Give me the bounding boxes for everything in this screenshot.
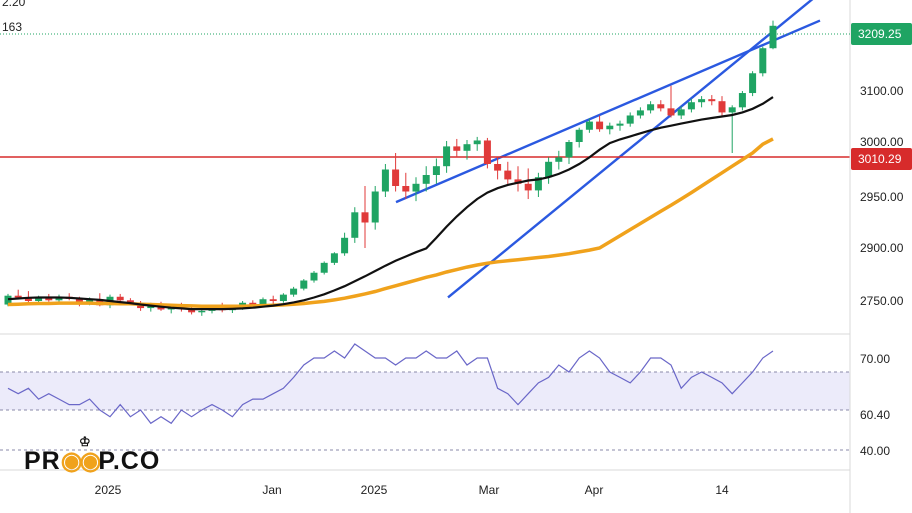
candle-body	[116, 296, 124, 301]
candle-body	[698, 99, 706, 103]
candle-body	[412, 183, 420, 192]
channel-upper-line	[395, 19, 821, 204]
candle-body	[596, 121, 604, 130]
candle-body	[351, 212, 359, 238]
candle-body	[4, 295, 12, 305]
price-tick-label: 2900.00	[860, 241, 904, 255]
trend-channel	[395, 0, 821, 299]
rsi-levels	[0, 371, 850, 451]
time-tick-label: 2025	[95, 483, 122, 497]
logo-text-left: PR	[24, 447, 61, 475]
rsi-line	[7, 343, 774, 425]
candle-body	[565, 142, 573, 158]
candle-body	[402, 186, 410, 192]
crown-icon: ♔	[79, 434, 92, 449]
candle-body	[279, 294, 287, 301]
last-price-tag-box	[851, 23, 912, 45]
candle-body	[341, 237, 349, 254]
candle-body	[249, 302, 257, 305]
candlestick-series	[4, 20, 777, 316]
time-tick-label: Apr	[585, 483, 604, 497]
candle-body	[35, 298, 43, 301]
candle-body	[687, 102, 695, 110]
watermark-logo: PR◉◉P.CO ♔	[24, 434, 161, 476]
time-tick-label: Jan	[262, 483, 281, 497]
candle-body	[86, 299, 94, 303]
time-tick-label: 14	[715, 483, 729, 497]
candle-body	[749, 73, 757, 94]
price-axis-ticks: 3100.00 3000.00 2950.00 2900.00 2750.00	[860, 84, 904, 308]
price-tick-label: 3000.00	[860, 135, 904, 149]
candle-body	[24, 297, 32, 301]
candle-body	[728, 107, 736, 113]
candle-body	[738, 93, 746, 108]
candle-body	[392, 169, 400, 186]
candle-body	[371, 191, 379, 223]
logo-text-right: P.CO	[98, 447, 161, 475]
candle-body	[300, 280, 308, 289]
candle-body	[708, 99, 716, 102]
rsi-band	[0, 372, 850, 410]
candle-body	[545, 161, 553, 178]
price-tags: 3209.25 3010.29	[851, 23, 912, 170]
time-tick-label: Mar	[479, 483, 500, 497]
candle-body	[769, 25, 777, 49]
candle-body	[422, 175, 430, 184]
candle-body	[626, 115, 634, 124]
time-axis-ticks: 2025 Jan 2025 Mar Apr 14	[95, 483, 729, 497]
rsi-tick-label: 60.40	[860, 408, 890, 422]
logo-eyes-icon: ◉◉	[60, 447, 102, 475]
candle-body	[524, 183, 532, 191]
candle-body	[443, 146, 451, 167]
candle-body	[534, 177, 542, 191]
candle-body	[585, 121, 593, 130]
candle-body	[45, 298, 53, 301]
last-price-tag-text: 3209.25	[858, 27, 902, 41]
channel-lower-line	[447, 0, 814, 299]
candle-body	[269, 299, 277, 301]
ema-fast-line	[7, 96, 774, 311]
candle-body	[473, 140, 481, 145]
level-tag-text: 3010.29	[858, 152, 902, 166]
top-left-value-1: 2.20	[2, 0, 26, 9]
price-tick-label: 2750.00	[860, 294, 904, 308]
top-left-value-2: 163	[2, 20, 22, 34]
candle-body	[667, 108, 675, 116]
candle-body	[494, 164, 502, 171]
candle-body	[759, 48, 767, 74]
candle-body	[75, 298, 83, 303]
candle-body	[616, 123, 624, 126]
candle-body	[453, 146, 461, 151]
rsi-tick-label: 40.00	[860, 444, 890, 458]
rsi-tick-label: 70.00	[860, 352, 890, 366]
candle-body	[647, 104, 655, 111]
rsi-axis-ticks: 70.00 60.40 40.00	[860, 352, 890, 458]
price-tick-label: 3100.00	[860, 84, 904, 98]
candle-body	[290, 288, 298, 295]
candle-body	[483, 140, 491, 164]
level-tag-box	[851, 148, 912, 170]
candle-body	[657, 104, 665, 109]
candle-body	[259, 299, 267, 305]
candle-body	[718, 101, 726, 113]
candle-body	[381, 169, 389, 192]
candle-body	[575, 129, 583, 142]
candle-body	[310, 272, 318, 281]
candle-body	[330, 253, 338, 263]
candle-body	[361, 212, 369, 223]
price-tick-label: 2950.00	[860, 190, 904, 204]
candle-body	[14, 295, 22, 298]
candle-body	[432, 166, 440, 175]
ema-slow-line	[7, 137, 774, 309]
time-tick-label: 2025	[361, 483, 388, 497]
candle-body	[677, 109, 685, 116]
candle-body	[606, 125, 614, 130]
candle-body	[463, 144, 471, 151]
candle-body	[320, 262, 328, 273]
candle-body	[636, 110, 644, 116]
candle-body	[504, 170, 512, 180]
candle-body	[555, 157, 563, 162]
candle-body	[198, 310, 206, 313]
